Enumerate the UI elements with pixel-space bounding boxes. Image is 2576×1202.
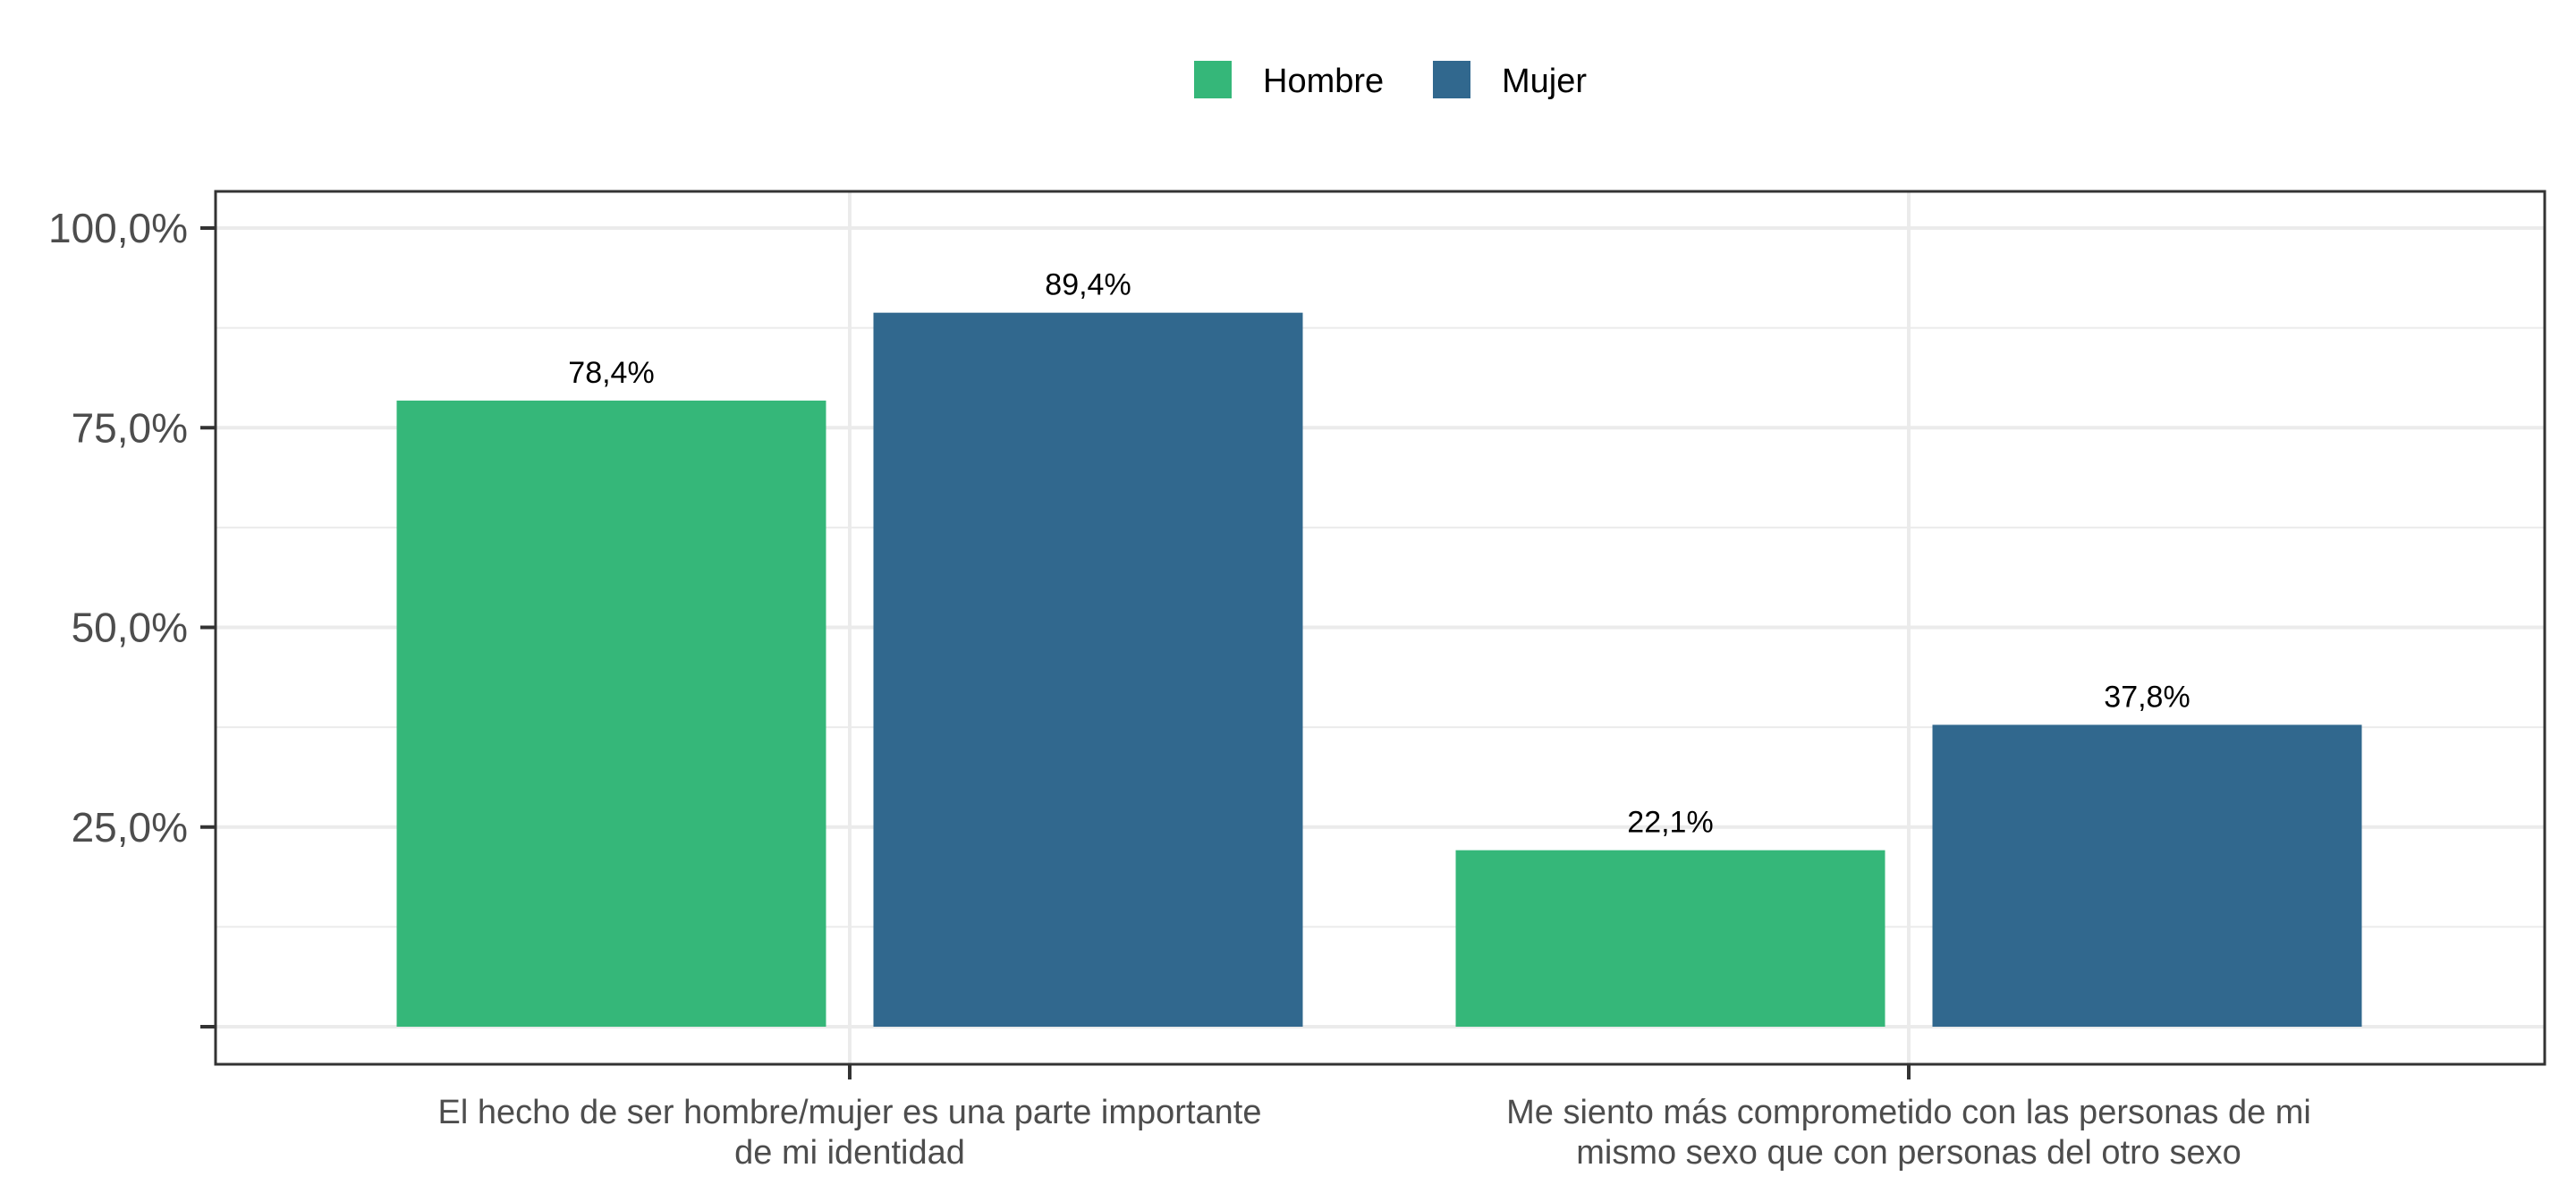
x-category-label: mismo sexo que con personas del otro sex… [1576,1134,2241,1172]
bar-hombre-2 [1455,850,1885,1027]
bars [396,312,2362,1028]
bar-hombre-1 [396,400,826,1027]
legend: Hombre Mujer [1194,61,1587,100]
bar-mujer-1 [873,312,1303,1028]
legend-key-mujer [1433,61,1470,98]
y-tick-label: 50,0% [72,605,188,651]
y-tick-label: 25,0% [72,804,188,851]
legend-key-hombre [1194,61,1232,98]
bar-mujer-2 [1932,724,2362,1027]
y-tick-label: 100,0% [48,205,188,251]
data-label-hombre-2: 22,1% [1627,806,1713,840]
bar-data-labels: 78,4% 22,1% 89,4% 37,8% [568,268,2190,840]
x-category-label: de mi identidad [734,1134,965,1172]
legend-label-mujer: Mujer [1502,63,1587,100]
y-tick-label: 75,0% [72,404,188,451]
legend-label-hombre: Hombre [1263,63,1384,100]
data-label-hombre-1: 78,4% [568,356,654,390]
x-category-label: El hecho de ser hombre/mujer es una part… [438,1094,1262,1131]
x-category-label: Me siento más comprometido con las perso… [1506,1094,2311,1131]
x-axis: El hecho de ser hombre/mujer es una part… [438,1064,2311,1172]
data-label-mujer-1: 89,4% [1045,268,1131,302]
y-axis: 25,0% 50,0% 75,0% 100,0% [48,205,216,1028]
data-label-mujer-2: 37,8% [2104,680,2190,714]
